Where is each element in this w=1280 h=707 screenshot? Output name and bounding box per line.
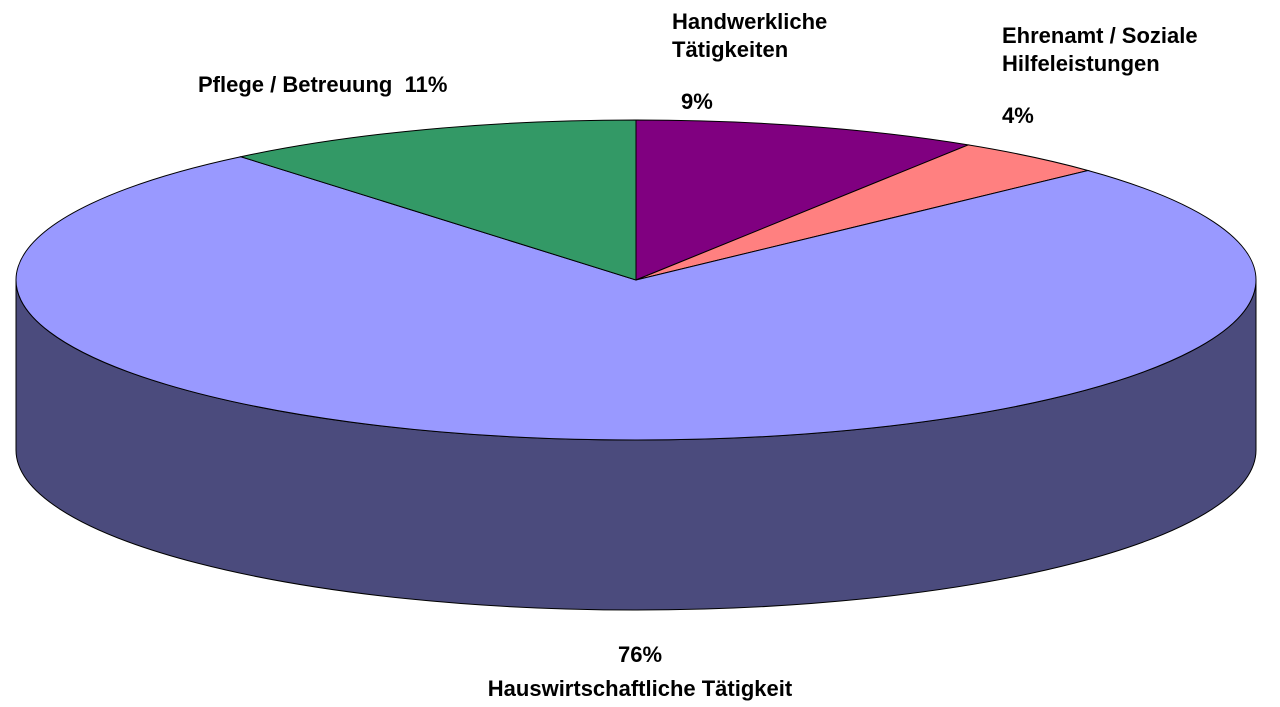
value-label: 11% [404,72,448,97]
slice-label: Ehrenamt / Soziale Hilfeleistungen [1002,23,1198,76]
slice-label-row: Pflege / Betreuung 11% [198,71,447,99]
pie-slice [238,119,637,281]
slice-label: Handwerkliche Tätigkeiten [672,9,828,62]
value-label: 9% [681,89,713,114]
value-label: 76% [617,642,663,667]
value-label: 4% [1002,103,1034,128]
slice-label: Hauswirtschaftliche Tätigkeit [487,676,793,701]
pie-slice [15,156,1257,441]
pie-slice [635,119,971,281]
slice-label: Pflege / Betreuung [198,72,393,97]
